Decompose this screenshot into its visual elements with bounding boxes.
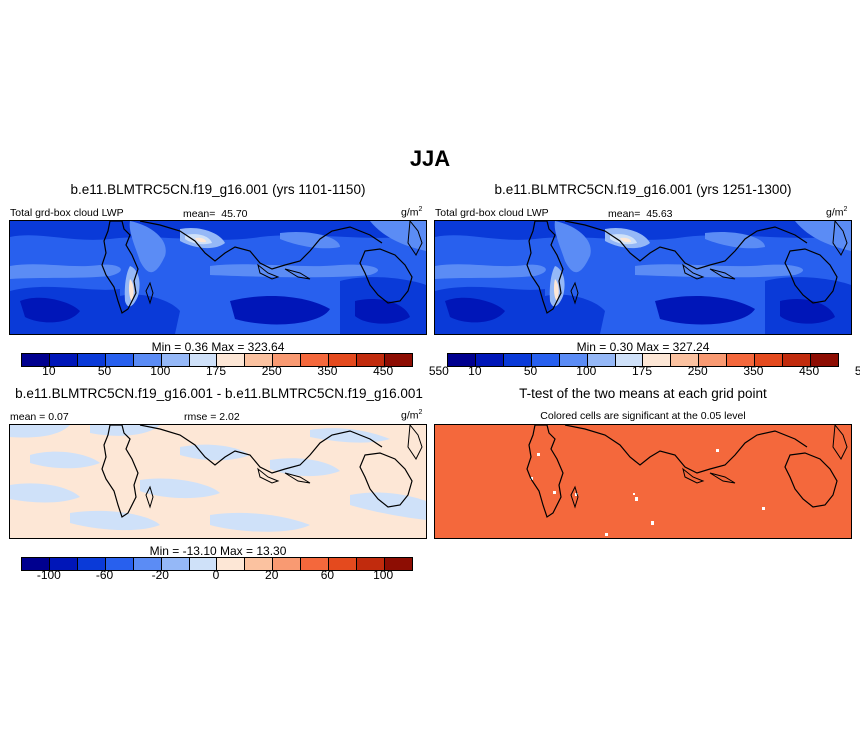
colorbar-swatch [615,354,644,366]
case2-mean: mean= 45.63 [608,208,673,220]
colorbar-swatch [727,354,756,366]
colorbar-tick-label: 20 [265,568,279,582]
colorbar-swatch [217,558,246,570]
colorbar-swatch [189,354,218,366]
colorbar-swatch [587,354,616,366]
colorbar-tick-label: 450 [799,364,820,378]
colorbar-swatch [161,354,190,366]
colorbar-swatch [301,354,330,366]
colorbar-tick-label: -100 [36,568,61,582]
colorbar-tick-label: 450 [373,364,394,378]
colorbar-tick-label: 350 [743,364,764,378]
colorbar-swatch [22,558,50,570]
colorbar-swatch [357,558,385,570]
case2-min-max: Min = 0.30 Max = 327.24 [576,340,710,354]
colorbar-swatch [810,354,838,366]
case2-map [434,220,852,335]
colorbar-swatch [503,354,532,366]
difference-rmse: rmse = 2.02 [184,411,240,423]
difference-contour-field [10,425,426,538]
colorbar-swatch [357,354,385,366]
case1-units: g/m2 [401,206,423,219]
colorbar-tick-label: 100 [576,364,597,378]
colorbar-tick-label: 250 [687,364,708,378]
colorbar-swatch [329,558,358,570]
colorbar-tick-label: -60 [95,568,114,582]
colorbar-tick-label: 550 [428,364,449,378]
colorbar-tick-label: 50 [523,364,538,378]
colorbar-swatch [273,558,302,570]
difference-min-max: Min = -13.10 Max = 13.30 [149,544,287,558]
ttest-significance-field [435,425,851,538]
colorbar-tick-label: 550 [854,364,860,378]
colorbar-tick-label: 0 [212,568,220,582]
colorbar-swatch [49,354,78,366]
colorbar-tick-label: 100 [373,568,394,582]
colorbar-swatch [133,354,162,366]
colorbar-swatch [301,558,330,570]
ttest-map [434,424,852,539]
difference-map [9,424,427,539]
colorbar-swatch [783,354,811,366]
case2-variable-label: Total grd-box cloud LWP [435,207,549,219]
colorbar-swatch [671,354,700,366]
colorbar-swatch [77,558,106,570]
case2-units: g/m2 [826,206,848,219]
colorbar-swatch [245,558,274,570]
colorbar-swatch [559,354,588,366]
colorbar-swatch [699,354,728,366]
colorbar-swatch [49,558,78,570]
colorbar-swatch [161,558,190,570]
case1-contour-field [10,221,426,334]
case1-mean: mean= 45.70 [183,208,248,220]
ttest-title: T-test of the two means at each grid poi… [519,386,767,401]
difference-colorbar [21,557,413,571]
colorbar-swatch [384,558,412,570]
colorbar-swatch [189,558,218,570]
colorbar-tick-label: 250 [261,364,282,378]
difference-title: b.e11.BLMTRC5CN.f19_g16.001 - b.e11.BLMT… [15,386,423,401]
case2-colorbar-labels: 10 50 100 175 250 350 450 550 [447,364,860,378]
colorbar-swatch [77,354,106,366]
colorbar-swatch [245,354,274,366]
case1-title: b.e11.BLMTRC5CN.f19_g16.001 (yrs 1101-11… [70,182,366,197]
colorbar-swatch [448,354,476,366]
difference-units: g/m2 [401,409,423,422]
case1-min-max: Min = 0.36 Max = 323.64 [151,340,285,354]
colorbar-swatch [755,354,784,366]
season-title: JJA [409,146,451,171]
colorbar-swatch [105,558,134,570]
colorbar-tick-label: 50 [97,364,112,378]
colorbar-tick-label: 100 [150,364,171,378]
case2-title: b.e11.BLMTRC5CN.f19_g16.001 (yrs 1251-13… [494,182,792,197]
colorbar-swatch [133,558,162,570]
case1-colorbar-labels: 10 50 100 175 250 350 450 550 [21,364,449,378]
ttest-subtitle: Colored cells are significant at the 0.0… [540,410,746,422]
colorbar-tick-label: 10 [42,364,56,378]
difference-colorbar-labels: -100 -60 -20 0 20 60 100 [21,568,411,582]
colorbar-tick-label: 175 [631,364,653,378]
case1-colorbar [21,353,413,367]
colorbar-swatch [217,354,246,366]
colorbar-swatch [105,354,134,366]
colorbar-swatch [384,354,412,366]
colorbar-tick-label: -20 [151,568,169,582]
case1-variable-label: Total grd-box cloud LWP [10,207,124,219]
colorbar-tick-label: 60 [320,568,335,582]
colorbar-swatch [643,354,672,366]
colorbar-tick-label: 10 [468,364,482,378]
case1-map [9,220,427,335]
colorbar-swatch [531,354,560,366]
case2-colorbar [447,353,839,367]
difference-mean: mean = 0.07 [10,411,69,423]
colorbar-swatch [273,354,302,366]
colorbar-swatch [475,354,504,366]
case2-contour-field [435,221,851,334]
colorbar-swatch [329,354,358,366]
colorbar-tick-label: 175 [205,364,227,378]
colorbar-swatch [22,354,50,366]
colorbar-tick-label: 350 [317,364,338,378]
